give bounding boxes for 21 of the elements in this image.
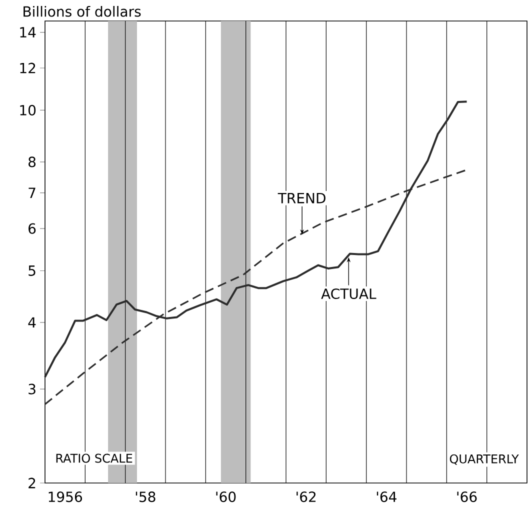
y-tick-label: 7 (28, 188, 36, 198)
y-tick-label: 12 (20, 62, 36, 74)
y-tick-label: 8 (28, 156, 36, 168)
y-tick-label: 2 (28, 478, 36, 488)
y-axis-title: Billions of dollars (24, 6, 141, 17)
y-tick-label: 14 (20, 27, 36, 38)
y-tick-label: 5 (28, 266, 36, 276)
x-tick-label: '64 (376, 492, 396, 502)
annotation: RATIO SCALE (56, 454, 132, 463)
y-tick-label: 10 (20, 104, 36, 116)
x-tick-label: '58 (136, 492, 156, 502)
annotation: ACTUAL (321, 288, 376, 300)
y-tick-label: 6 (28, 223, 36, 234)
annotation: TREND (278, 192, 326, 204)
y-tick-label: 3 (28, 384, 36, 394)
x-tick-label: 1956 (48, 492, 82, 502)
x-tick-label: '62 (296, 492, 316, 502)
y-tick-label: 4 (28, 317, 36, 328)
x-tick-label: '60 (216, 492, 236, 502)
x-tick-label: '66 (457, 492, 477, 502)
annotation: QUARTERLY (450, 454, 519, 465)
